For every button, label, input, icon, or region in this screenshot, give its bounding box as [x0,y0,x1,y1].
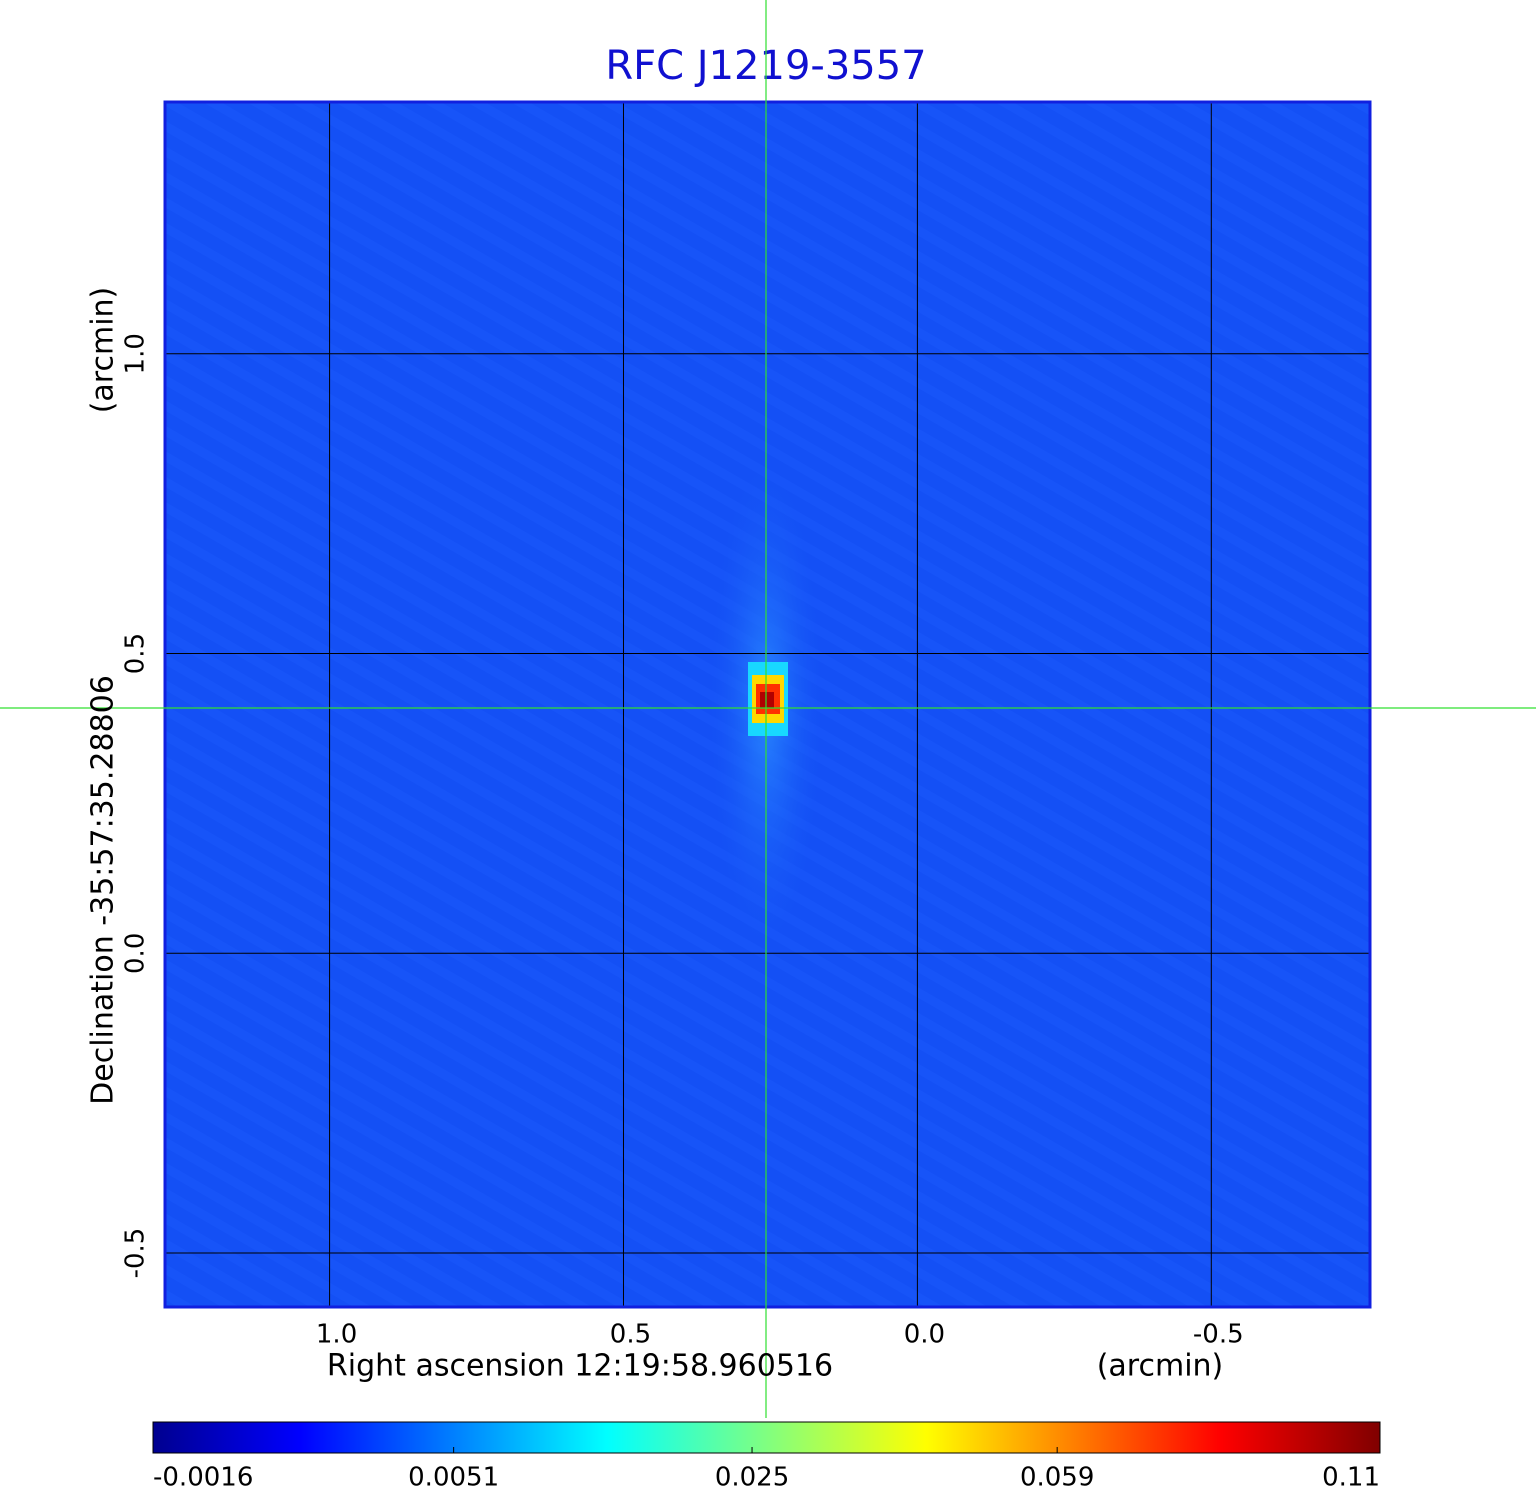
colorbar-tick-label: 0.025 [715,1463,789,1493]
colorbar [152,1421,1381,1454]
x-tick-label: 0.5 [610,1320,651,1350]
y-tick-label: 0.0 [121,933,151,974]
colorbar-tick-label: 0.0051 [408,1463,499,1493]
y-axis-label: Declination -35:57:35.28806 [86,675,121,1105]
y-tick-label: -0.5 [121,1228,151,1279]
plot-frame [163,100,1372,1309]
colorbar-tick-label: 0.11 [1322,1463,1380,1493]
colorbar-tick-label: -0.0016 [153,1463,253,1493]
x-axis-unit: (arcmin) [1097,1349,1224,1384]
y-axis-unit: (arcmin) [86,287,121,414]
x-axis-label: Right ascension 12:19:58.960516 [327,1349,833,1384]
y-tick-label: 0.5 [121,633,151,674]
image [165,102,1370,1307]
x-tick-label: -0.5 [1193,1320,1244,1350]
colorbar-tick-label: 0.059 [1020,1463,1094,1493]
x-tick-label: 0.0 [904,1320,945,1350]
source [760,692,774,708]
x-tick-label: 1.0 [316,1320,357,1350]
y-tick-label: 1.0 [121,333,151,374]
